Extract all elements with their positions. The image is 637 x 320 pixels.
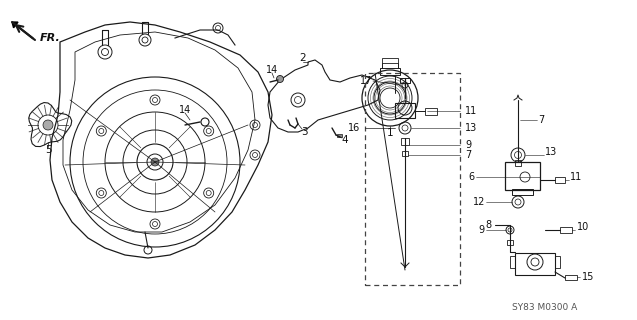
Text: 9: 9	[465, 140, 471, 150]
Bar	[382, 58, 398, 63]
Text: 7: 7	[538, 115, 544, 125]
Text: 13: 13	[545, 147, 557, 157]
Bar	[555, 177, 565, 183]
Bar	[515, 253, 555, 275]
Text: 15: 15	[582, 272, 594, 282]
Bar	[395, 103, 415, 118]
Text: 3: 3	[301, 127, 307, 137]
Bar	[515, 160, 521, 166]
Text: 8: 8	[486, 220, 492, 230]
Bar	[425, 108, 437, 115]
Text: SY83 M0300 A: SY83 M0300 A	[512, 303, 578, 313]
Text: 4: 4	[341, 135, 348, 145]
Circle shape	[151, 158, 159, 166]
Text: 9: 9	[479, 225, 485, 235]
Bar	[337, 134, 342, 137]
Bar	[505, 162, 540, 190]
Text: 16: 16	[348, 123, 360, 133]
Bar	[400, 78, 410, 83]
Text: 14: 14	[179, 105, 191, 115]
Circle shape	[276, 76, 283, 83]
Circle shape	[43, 120, 53, 130]
Bar	[365, 73, 460, 285]
Text: 5: 5	[45, 145, 52, 155]
Text: 6: 6	[469, 172, 475, 182]
Bar	[555, 256, 560, 268]
Text: 11: 11	[570, 172, 582, 182]
Bar	[565, 275, 577, 280]
Polygon shape	[12, 22, 18, 28]
Text: 10: 10	[577, 222, 589, 232]
Text: 2: 2	[299, 53, 306, 63]
Bar	[380, 68, 400, 75]
Text: 1: 1	[387, 128, 393, 138]
Text: FR.: FR.	[40, 33, 61, 43]
Text: 12: 12	[473, 197, 485, 207]
Text: 11: 11	[465, 106, 477, 116]
Bar	[510, 256, 515, 268]
Bar	[560, 227, 572, 233]
Text: 14: 14	[266, 65, 278, 75]
Bar	[507, 240, 513, 245]
Bar	[401, 138, 409, 145]
Bar	[402, 151, 408, 156]
Text: 17: 17	[360, 76, 372, 86]
Text: 13: 13	[465, 123, 477, 133]
Bar	[512, 189, 533, 195]
Text: 7: 7	[465, 150, 471, 160]
